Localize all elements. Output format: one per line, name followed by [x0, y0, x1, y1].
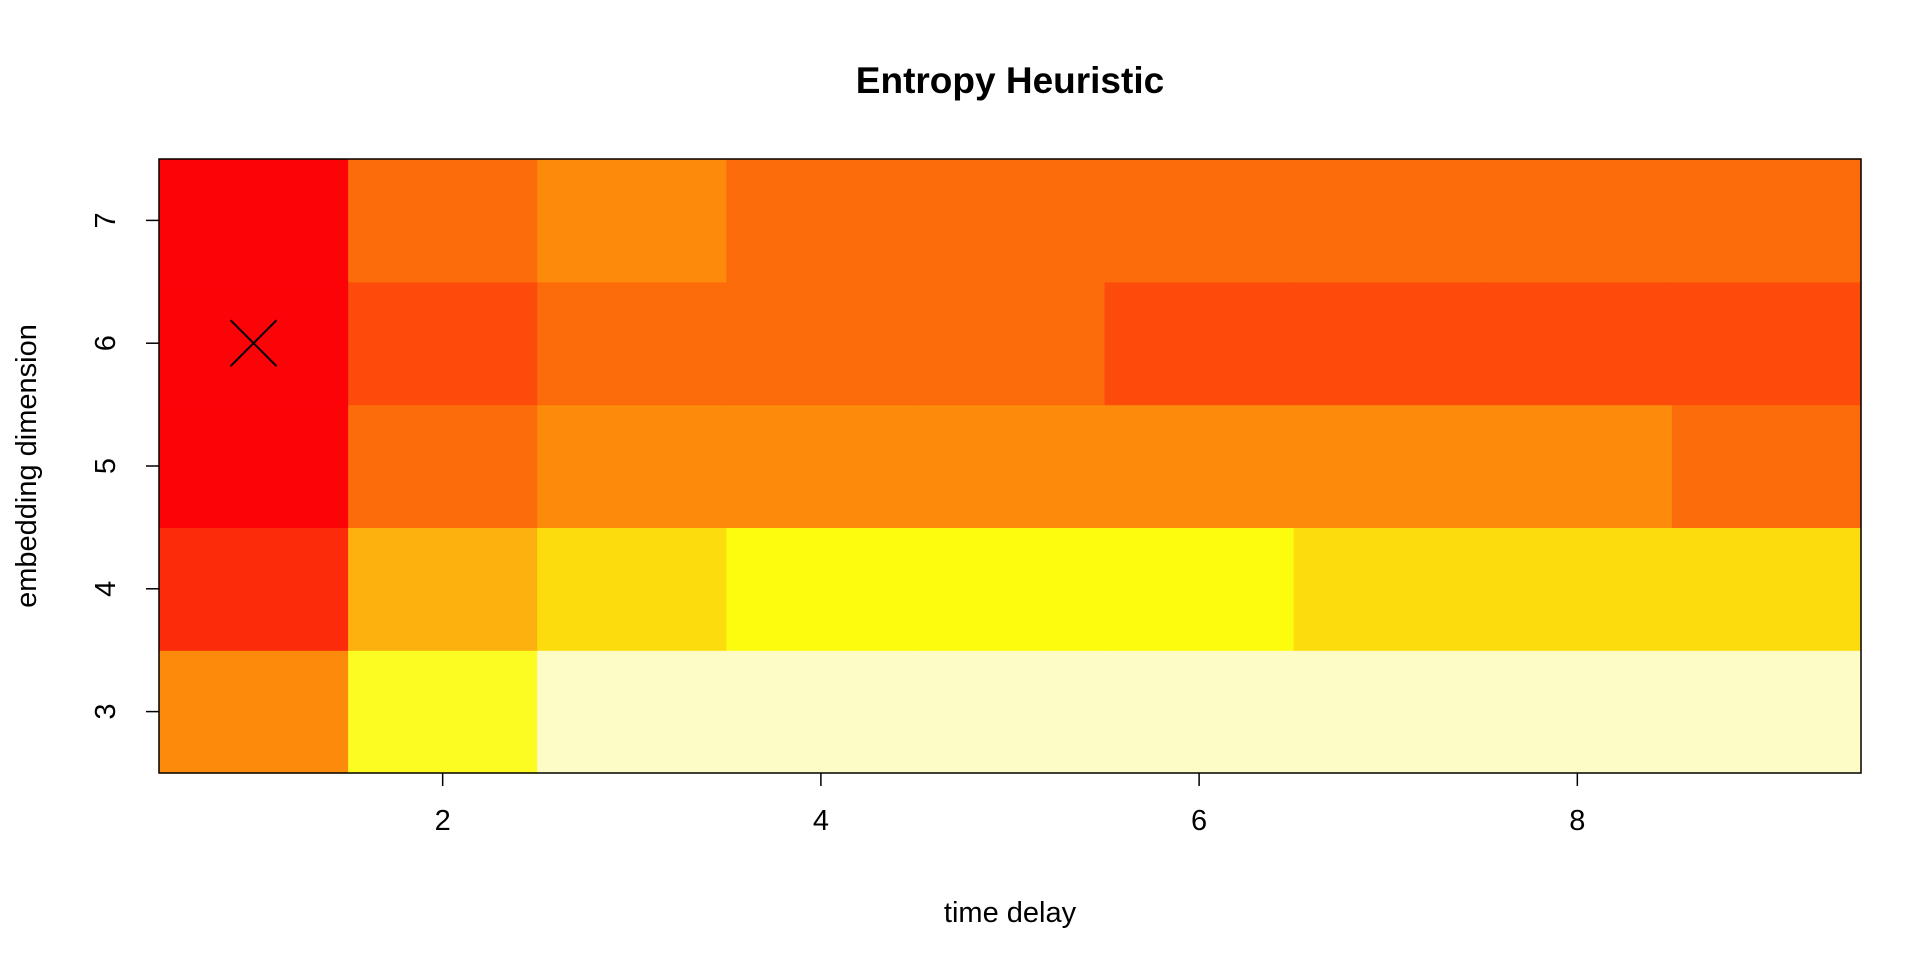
- y-tick-label: 6: [90, 335, 122, 351]
- heatmap-cell: [1293, 527, 1484, 651]
- heatmap-cell: [1104, 281, 1295, 406]
- x-tick-label: 2: [435, 805, 451, 837]
- heatmap-cell: [1293, 281, 1484, 406]
- heatmap-cell: [159, 527, 349, 651]
- heatmap-cells: [159, 159, 1862, 774]
- heatmap-cell: [1104, 404, 1295, 528]
- x-axis: 2 4 6 8: [435, 773, 1585, 837]
- heatmap-cell: [1671, 159, 1862, 283]
- heatmap-cell: [348, 650, 538, 774]
- heatmap-cell: [1671, 650, 1862, 774]
- heatmap-cell: [1671, 527, 1862, 651]
- y-tick-label: 5: [90, 458, 122, 474]
- heatmap-cell: [1671, 404, 1862, 528]
- heatmap-cell: [1482, 159, 1673, 283]
- optimum-marker-stroke: [229, 319, 278, 367]
- heatmap-cell: [1293, 650, 1484, 774]
- heatmap-cell: [159, 404, 349, 528]
- heatmap-cell: [159, 650, 349, 774]
- chart-title: Entropy Heuristic: [856, 60, 1164, 101]
- heatmap-cell: [1482, 527, 1673, 651]
- heatmap-cell: [1104, 650, 1295, 774]
- heatmap-cell: [537, 281, 727, 406]
- heatmap-cell: [915, 404, 1106, 528]
- y-axis: 3 4 5 6 7: [90, 212, 159, 720]
- heatmap-cell: [726, 404, 917, 528]
- x-tick-label: 8: [1569, 805, 1585, 837]
- y-tick-label: 7: [90, 212, 122, 228]
- heatmap-cell: [915, 527, 1106, 651]
- heatmap-cell: [537, 404, 727, 528]
- y-axis-label: embedding dimension: [11, 324, 43, 608]
- heatmap-cell: [1104, 159, 1295, 283]
- heatmap-cell: [726, 159, 917, 283]
- heatmap-cell: [915, 650, 1106, 774]
- heatmap-cell: [537, 527, 727, 651]
- heatmap-cell: [1104, 527, 1295, 651]
- heatmap-cell: [348, 159, 538, 283]
- heatmap-cell: [1482, 281, 1673, 406]
- heatmap-cell: [1671, 281, 1862, 406]
- heatmap-cell: [348, 281, 538, 406]
- y-tick-label: 4: [90, 581, 122, 597]
- x-axis-label: time delay: [944, 897, 1077, 929]
- heatmap-cell: [1293, 404, 1484, 528]
- heatmap-cell: [915, 281, 1106, 406]
- heatmap-cell: [1293, 159, 1484, 283]
- x-tick-label: 6: [1191, 805, 1207, 837]
- heatmap-cell: [1482, 650, 1673, 774]
- optimum-marker: [229, 319, 278, 367]
- heatmap-cell: [726, 281, 917, 406]
- y-tick-label: 3: [90, 704, 122, 720]
- heatmap-cell: [726, 527, 917, 651]
- heatmap-cell: [915, 159, 1106, 283]
- heatmap-cell: [159, 159, 349, 283]
- x-tick-label: 4: [813, 805, 829, 837]
- heatmap-cell: [1482, 404, 1673, 528]
- heatmap-cell: [726, 650, 917, 774]
- heatmap-cell: [537, 159, 727, 283]
- heatmap-cell: [537, 650, 727, 774]
- heatmap-cell: [348, 404, 538, 528]
- heatmap-cell: [348, 527, 538, 651]
